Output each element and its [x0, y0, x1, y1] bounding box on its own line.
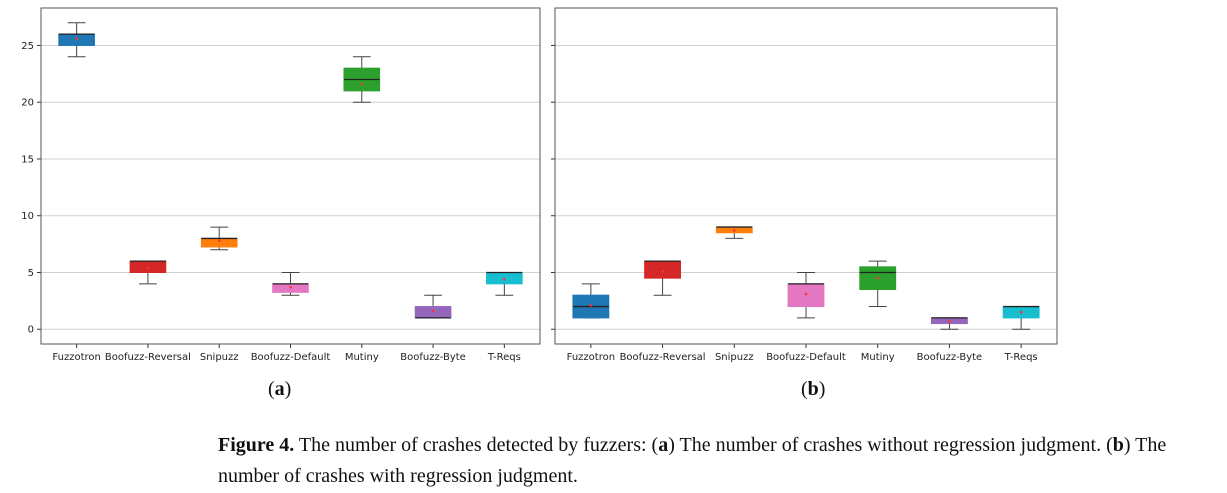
figure-caption: Figure 4. The number of crashes detected…	[218, 430, 1208, 492]
mean-marker-fuzzotron	[589, 304, 593, 307]
panel-label-a-open: (	[268, 378, 275, 400]
x-tick-label-fuzzotron: Fuzzotron	[52, 352, 100, 363]
mean-marker-snipuzz	[217, 239, 221, 243]
y-tick-label: 15	[21, 154, 34, 165]
x-tick-label-snipuzz: Snipuzz	[200, 352, 239, 363]
mean-marker-snipuzz	[732, 229, 736, 232]
y-tick-label: 0	[28, 325, 34, 336]
panel-label-b-open: (	[801, 378, 808, 400]
caption-text-1: The number of crashes detected by fuzzer…	[294, 434, 659, 456]
mean-marker-boofuzz-byte	[431, 309, 435, 313]
panel-label-b-letter: b	[807, 378, 819, 400]
mean-marker-t-reqs	[1019, 310, 1023, 314]
x-tick-label-boofuzz-reversal: Boofuzz-Reversal	[105, 352, 191, 363]
panel-label-b-close: )	[818, 378, 826, 400]
x-tick-label-boofuzz-default: Boofuzz-Default	[766, 352, 846, 363]
y-tick-label: 25	[21, 41, 34, 52]
panel-label-a-close: )	[284, 378, 292, 400]
x-tick-label-mutiny: Mutiny	[861, 352, 895, 363]
caption-b: b	[1112, 434, 1124, 456]
panel-label-a-letter: a	[274, 378, 285, 400]
caption-text-2: ) The number of crashes without regressi…	[668, 434, 1113, 456]
panel-label-b: (b)	[801, 378, 825, 401]
x-tick-label-t-reqs: T-Reqs	[487, 352, 521, 363]
plot-frame	[40, 7, 541, 345]
y-tick-label: 5	[28, 268, 34, 279]
chart-panel-b: Fuzzotron Boofuzz-Reversal Snipuzz Boofuzz-…	[551, 7, 1058, 363]
x-tick-label-t-reqs: T-Reqs	[1004, 352, 1038, 363]
mean-marker-t-reqs	[503, 277, 506, 281]
box-boofuzz-reversal	[644, 260, 682, 279]
x-tick-label-fuzzotron: Fuzzotron	[567, 352, 615, 363]
caption-prefix: Figure 4.	[218, 434, 295, 456]
plot-frame	[554, 7, 1058, 345]
caption-text-3: ) The number of crashes with regression …	[218, 434, 1167, 487]
panel-label-a: (a)	[268, 378, 291, 401]
mean-marker-boofuzz-byte	[948, 319, 951, 323]
x-tick-label-boofuzz-default: Boofuzz-Default	[251, 352, 331, 363]
mean-marker-mutiny	[360, 82, 364, 86]
x-tick-label-boofuzz-byte: Boofuzz-Byte	[917, 352, 983, 363]
y-tick-label: 10	[21, 211, 34, 222]
y-tick-label: 20	[21, 98, 34, 109]
x-tick-label-boofuzz-reversal: Boofuzz-Reversal	[620, 352, 706, 363]
x-tick-label-boofuzz-byte: Boofuzz-Byte	[400, 352, 466, 363]
mean-marker-boofuzz-default	[289, 285, 292, 289]
mean-marker-mutiny	[876, 276, 880, 280]
chart-panel-a: 0 5 10 15 20 25 Fuzzotron Boofuzz-Reversal Snipu…	[21, 7, 541, 363]
mean-marker-fuzzotron	[75, 37, 78, 40]
x-tick-label-snipuzz: Snipuzz	[715, 352, 754, 363]
x-tick-label-mutiny: Mutiny	[345, 352, 379, 363]
caption-a: a	[658, 434, 669, 456]
mean-marker-boofuzz-reversal	[146, 266, 150, 270]
mean-marker-boofuzz-default	[804, 292, 808, 296]
figure-svg: 0 5 10 15 20 25 Fuzzotron Boofuzz-Reversal Snipu…	[21, 7, 1058, 363]
mean-marker-boofuzz-reversal	[661, 270, 664, 273]
